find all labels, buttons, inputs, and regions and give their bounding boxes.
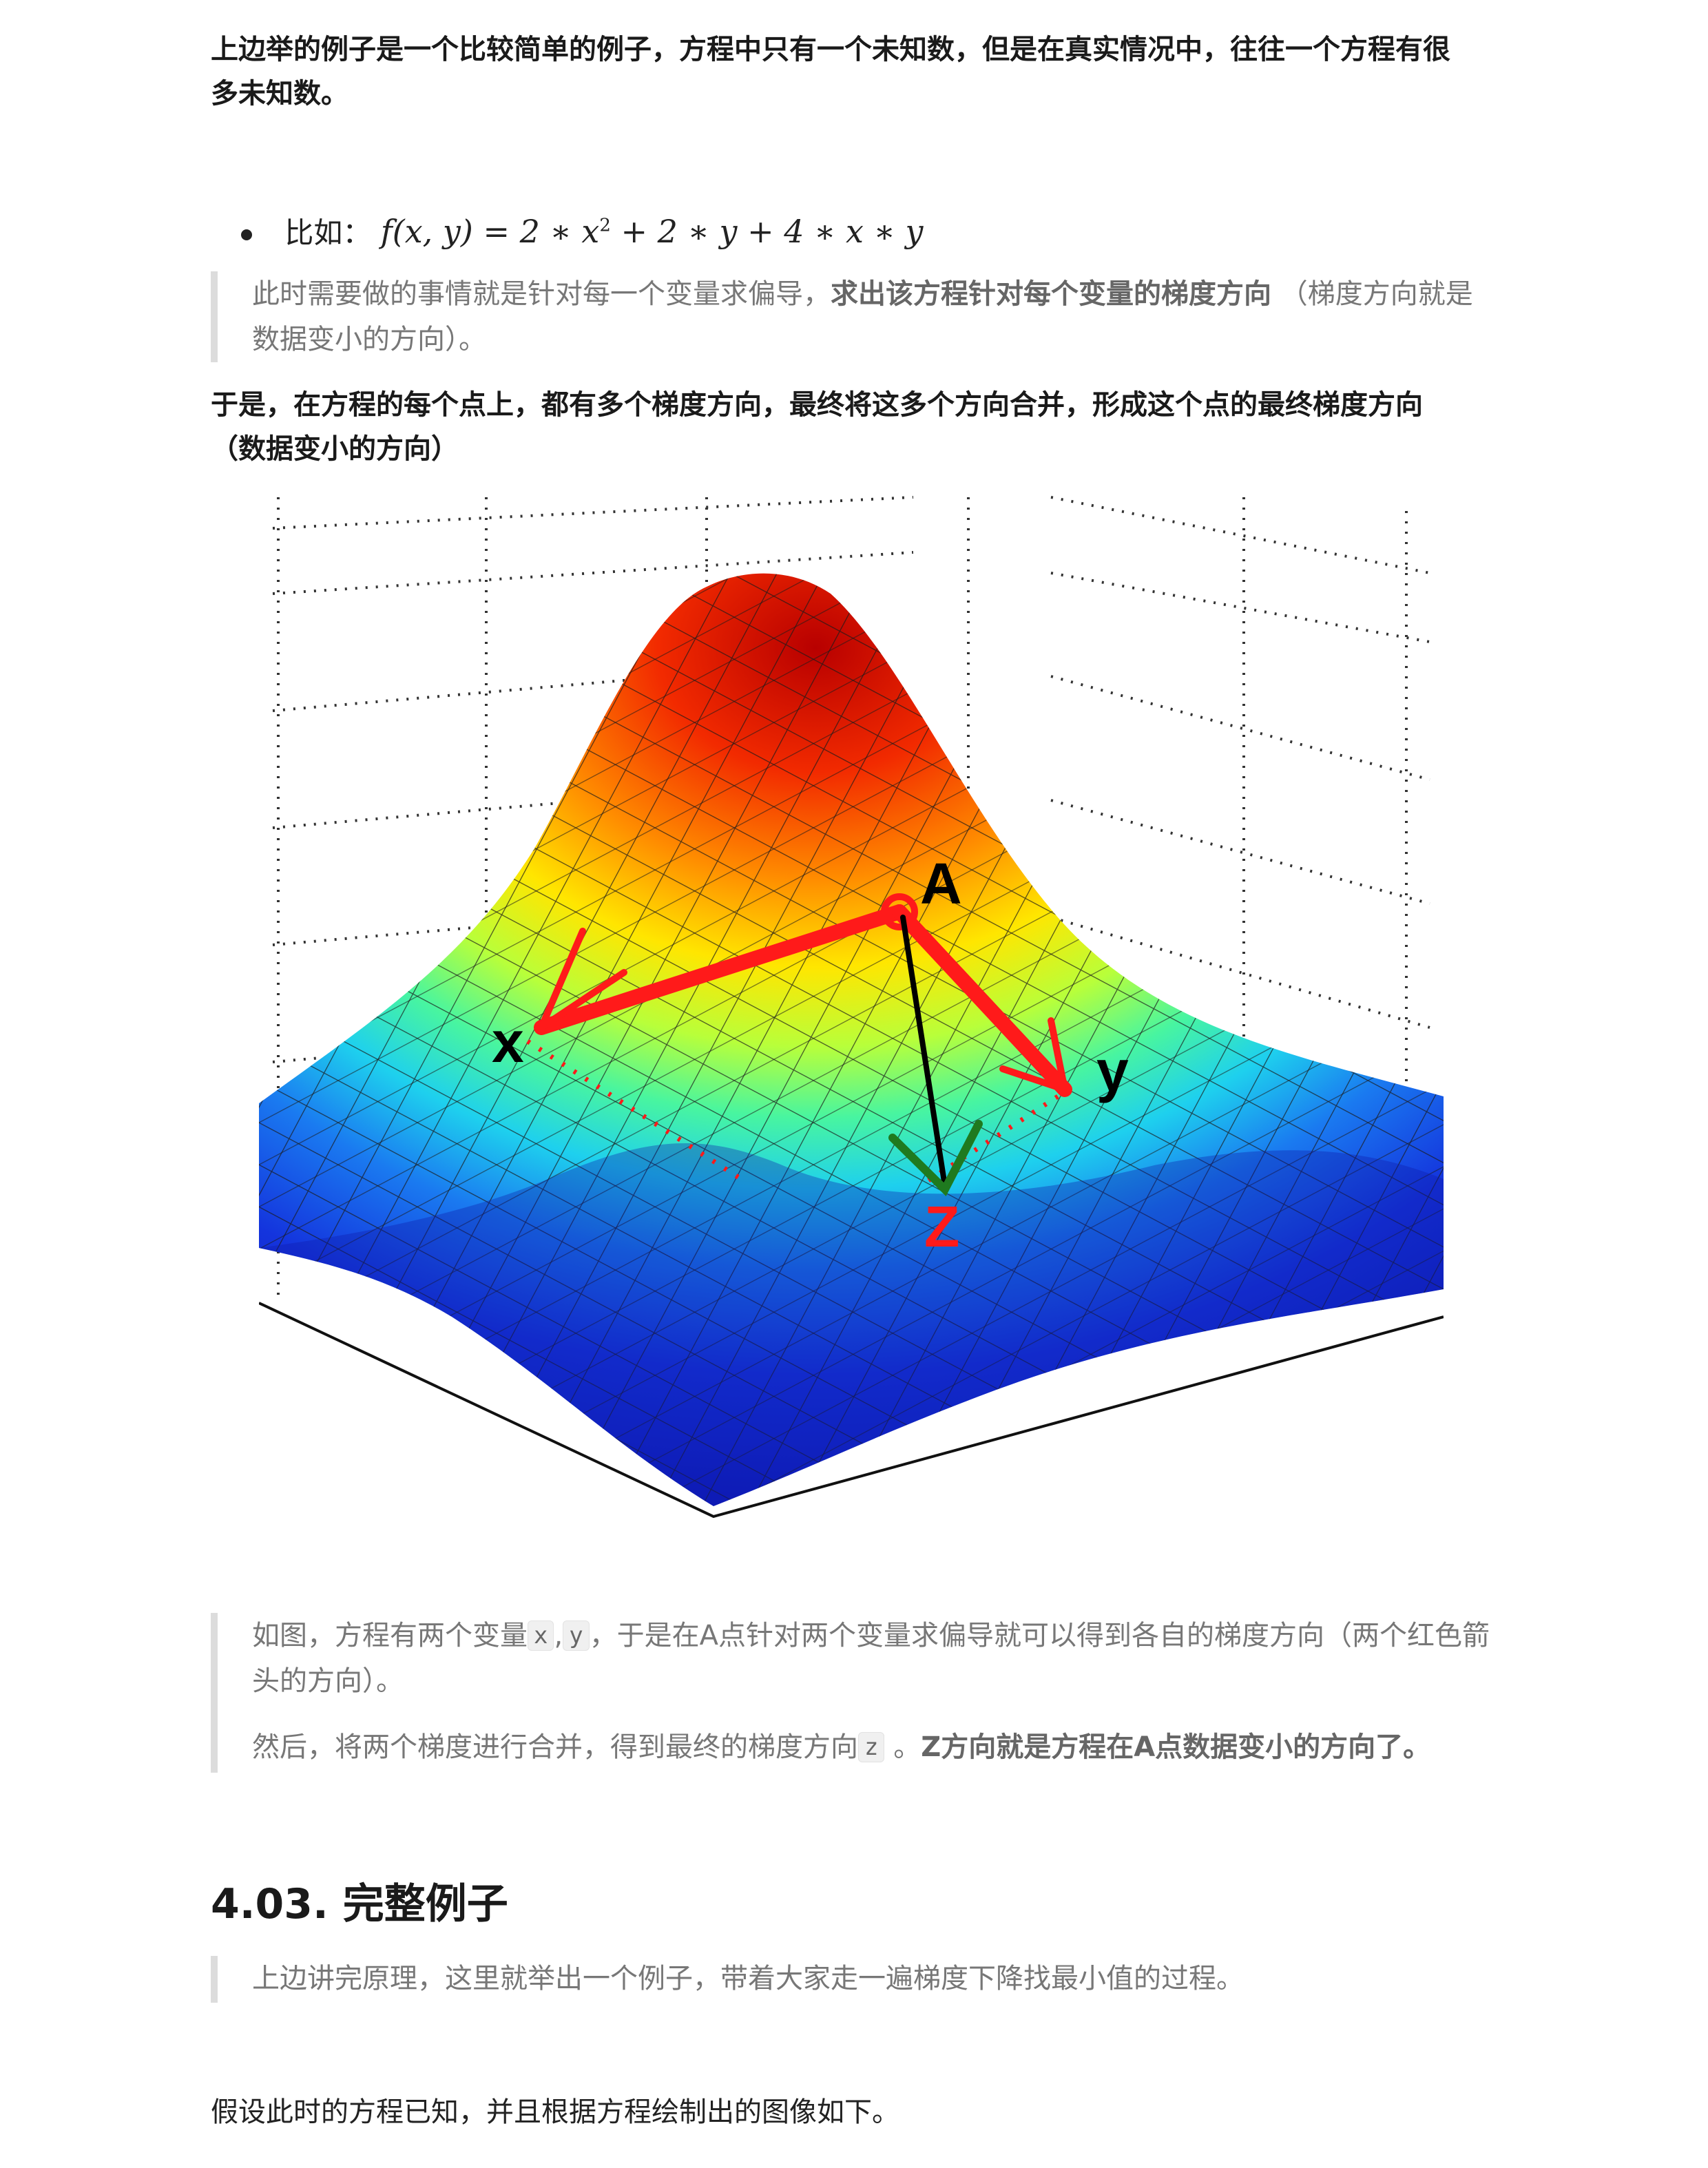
formula: f(x, y) = 2 ∗ x2 + 2 ∗ y + 4 ∗ x ∗ y bbox=[381, 213, 924, 250]
formula-rest: + 2 ∗ y + 4 ∗ x ∗ y bbox=[610, 213, 924, 251]
quote2-text-b: ，于是在A点针对两个变量求偏导就可以得到各自的梯度方向（两个红色箭头的方向）。 bbox=[252, 1620, 1490, 1697]
quote2-text-c: 然后，将两个梯度进行合并，得到最终的梯度方向 bbox=[252, 1731, 858, 1763]
quote2-bold: Z方向就是方程在A点数据变小的方向了。 bbox=[921, 1731, 1431, 1763]
quote2-text-a: 如图，方程有两个变量 bbox=[252, 1620, 528, 1651]
intro-paragraph: 上边举的例子是一个比较简单的例子，方程中只有一个未知数，但是在真实情况中，往往一… bbox=[211, 34, 1450, 110]
formula-eq: = 2 ∗ x bbox=[472, 213, 600, 251]
quote-example-intro: 上边讲完原理，这里就举出一个例子，带着大家走一遍梯度下降找最小值的过程。 bbox=[211, 1956, 1506, 2003]
label-y: y bbox=[1096, 1039, 1129, 1103]
quote1-text-a: 此时需要做的事情就是针对每一个变量求偏导， bbox=[252, 278, 831, 310]
bullet-label: 比如： bbox=[284, 216, 372, 250]
surface-front-shade bbox=[259, 1143, 1444, 1506]
code-z: z bbox=[858, 1732, 885, 1762]
arrow-head-y-icon bbox=[999, 1017, 1068, 1093]
example-bullet: 比如： f(x, y) = 2 ∗ x2 + 2 ∗ y + 4 ∗ x ∗ y bbox=[241, 201, 923, 258]
quote2-text-d: 。 bbox=[884, 1731, 921, 1763]
quote1-bold: 求出该方程针对每个变量的梯度方向 bbox=[831, 278, 1271, 310]
label-a: A bbox=[920, 851, 962, 916]
assumption-paragraph: 假设此时的方程已知，并且根据方程绘制出的图像如下。 bbox=[211, 2096, 899, 2128]
label-x: x bbox=[492, 1010, 524, 1074]
dotted-construction-lines bbox=[526, 1039, 1059, 1188]
section-heading: 4.03. 完整例子 bbox=[211, 1880, 508, 1928]
label-z: Z bbox=[924, 1194, 959, 1259]
quote1-text-b: （梯度方向就是数据变小的方向）。 bbox=[252, 278, 1473, 355]
formula-f: f(x, y) bbox=[380, 213, 473, 251]
base-axes bbox=[259, 1302, 1444, 1519]
gradient-arrow-x bbox=[534, 904, 907, 1035]
arrow-head-x-icon bbox=[538, 928, 627, 1031]
quote-figure-explanation: 如图，方程有两个变量 x, y ，于是在A点针对两个变量求偏导就可以得到各自的梯度方向… bbox=[211, 1613, 1506, 1773]
arrow-head-z-icon bbox=[888, 1120, 983, 1197]
code-x: x bbox=[528, 1620, 554, 1651]
quote2-paragraph-2: 然后，将两个梯度进行合并，得到最终的梯度方向 z 。Z方向就是方程在A点数据变小的… bbox=[252, 1724, 1506, 1770]
quote-partial-derivative: 此时需要做的事情就是针对每一个变量求偏导，求出该方程针对每个变量的梯度方向 （梯… bbox=[211, 271, 1478, 362]
quote2-comma: , bbox=[554, 1620, 563, 1651]
gradient-arrow-y bbox=[892, 904, 1072, 1097]
formula-sup: 2 bbox=[599, 216, 611, 236]
bullet-dot bbox=[241, 229, 252, 240]
quote2-paragraph-1: 如图，方程有两个变量 x, y ，于是在A点针对两个变量求偏导就可以得到各自的梯度方向… bbox=[252, 1613, 1506, 1704]
code-y: y bbox=[563, 1620, 590, 1651]
combined-arrow-z bbox=[900, 915, 948, 1189]
point-a-marker bbox=[881, 893, 918, 930]
merge-paragraph: 于是，在方程的每个点上，都有多个梯度方向，最终将这多个方向合并，形成这个点的最终… bbox=[211, 389, 1423, 465]
gradient-surface-figure: A x y Z bbox=[259, 496, 1444, 1519]
